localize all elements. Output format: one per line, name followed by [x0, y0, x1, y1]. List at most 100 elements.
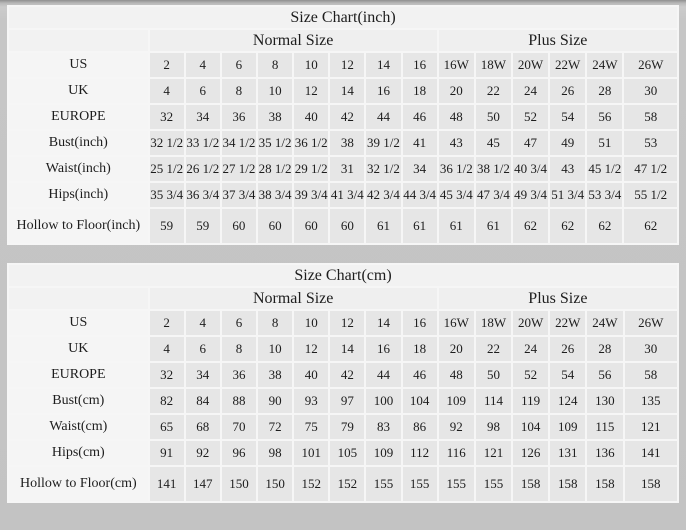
cell: 42 — [328, 361, 367, 389]
cell: 2 — [147, 51, 186, 79]
cell: 62 — [622, 207, 679, 245]
cell: 131 — [548, 439, 588, 467]
cell: 22W — [548, 51, 588, 79]
cell: 36 1/2 — [436, 155, 476, 183]
table-row: Hollow to Floor(cm) 141 147 150 150 152 152 155… — [7, 465, 679, 503]
cell: 101 — [292, 439, 331, 467]
row-label: Hollow to Floor(cm) — [7, 465, 150, 503]
cell: 18W — [473, 51, 513, 79]
cell: 44 3/4 — [400, 181, 439, 209]
cell: 26 — [548, 335, 588, 363]
cell: 90 — [256, 387, 295, 415]
cell: 93 — [292, 387, 331, 415]
cell: 86 — [400, 413, 439, 441]
row-label: Waist(cm) — [7, 413, 150, 441]
cell: 44 — [364, 103, 403, 131]
cell: 16 — [400, 309, 439, 337]
cell: 155 — [400, 465, 439, 503]
cell: 61 — [400, 207, 439, 245]
cell: 36 1/2 — [292, 129, 331, 157]
cell: 36 3/4 — [183, 181, 222, 209]
column-group-normal-size: Normal Size — [147, 286, 439, 311]
size-chart-inch-section: Size Chart(inch) Normal Size Plus Size US 2 4… — [0, 0, 686, 245]
cell: 121 — [622, 413, 679, 441]
corner-cell — [7, 286, 150, 311]
cell: 52 — [511, 361, 551, 389]
cell: 6 — [183, 77, 222, 105]
cell: 60 — [219, 207, 259, 245]
row-label: Bust(cm) — [7, 387, 150, 415]
cell: 16 — [364, 335, 403, 363]
cell: 10 — [255, 77, 295, 105]
cell: 48 — [436, 103, 476, 131]
cell: 45 3/4 — [436, 181, 476, 209]
cell: 18 — [400, 335, 439, 363]
cell: 45 — [473, 129, 513, 157]
cell: 126 — [511, 439, 551, 467]
cell: 47 — [510, 129, 551, 157]
cell: 42 3/4 — [364, 181, 403, 209]
table-row: Hollow to Floor(inch) 59 59 60 60 60 60 61 61 61 6… — [7, 207, 679, 245]
cell: 150 — [219, 465, 259, 503]
table-title-row: Size Chart(cm) — [7, 263, 679, 288]
cell: 30 — [622, 77, 679, 105]
cell: 24W — [585, 309, 625, 337]
cell: 30 — [622, 335, 679, 363]
cell: 41 3/4 — [328, 181, 367, 209]
cell: 12 — [292, 77, 331, 105]
size-chart-cm-section: Size Chart(cm) Normal Size Plus Size US 2 4 6 8… — [0, 245, 686, 503]
cell: 56 — [585, 103, 625, 131]
cell: 155 — [364, 465, 403, 503]
cell: 158 — [622, 465, 679, 503]
table-title: Size Chart(cm) — [7, 263, 679, 288]
cell: 28 — [585, 335, 625, 363]
cell: 24 — [511, 335, 551, 363]
cell: 33 1/2 — [183, 129, 222, 157]
cell: 112 — [400, 439, 439, 467]
cell: 105 — [328, 439, 367, 467]
cell: 14 — [364, 309, 403, 337]
cell: 114 — [473, 387, 514, 415]
cell: 49 3/4 — [510, 181, 551, 209]
cell: 141 — [622, 439, 679, 467]
cell: 42 — [328, 103, 367, 131]
table-row: Waist(cm) 65 68 70 72 75 79 83 86 92 98 104 109 115 12… — [7, 413, 679, 441]
cell: 62 — [585, 207, 625, 245]
cell: 14 — [364, 51, 403, 79]
cell: 72 — [256, 413, 295, 441]
cell: 68 — [183, 413, 222, 441]
cell: 100 — [364, 387, 403, 415]
cell: 24W — [585, 51, 625, 79]
cell: 8 — [256, 309, 295, 337]
cell: 32 1/2 — [147, 129, 186, 157]
cell: 58 — [622, 361, 679, 389]
cell: 109 — [364, 439, 403, 467]
cell: 119 — [511, 387, 551, 415]
cell: 136 — [585, 439, 625, 467]
cell: 104 — [400, 387, 439, 415]
table-row: Waist(inch) 25 1/2 26 1/2 27 1/2 28 1/2 29 1/… — [7, 155, 679, 183]
cell: 46 — [400, 103, 439, 131]
cell: 22 — [473, 77, 513, 105]
cell: 141 — [147, 465, 186, 503]
cell: 4 — [147, 77, 186, 105]
cell: 98 — [473, 413, 514, 441]
cell: 92 — [183, 439, 222, 467]
cell: 10 — [256, 335, 295, 363]
table-title-row: Size Chart(inch) — [7, 5, 679, 30]
cell: 22W — [548, 309, 588, 337]
cell: 6 — [183, 335, 222, 363]
cell: 115 — [585, 413, 625, 441]
cell: 152 — [328, 465, 367, 503]
cell: 12 — [292, 335, 331, 363]
cell: 29 1/2 — [292, 155, 331, 183]
cell: 41 — [400, 129, 439, 157]
cell: 26W — [622, 309, 679, 337]
cell: 36 — [219, 103, 259, 131]
cell: 35 3/4 — [147, 181, 186, 209]
column-group-row: Normal Size Plus Size — [7, 286, 680, 311]
cell: 43 — [548, 155, 588, 183]
cell: 14 — [328, 77, 367, 105]
cell: 53 — [622, 129, 679, 157]
